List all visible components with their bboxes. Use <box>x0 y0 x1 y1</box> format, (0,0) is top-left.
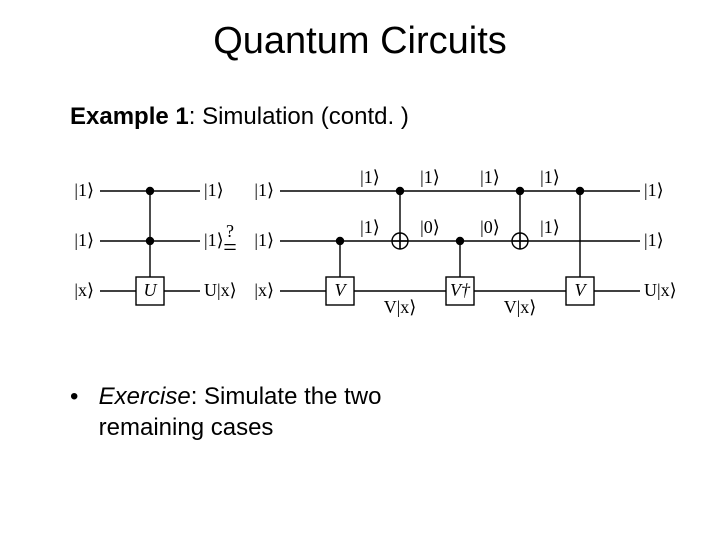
example-heading: Example 1: Simulation (contd. ) <box>70 103 720 131</box>
svg-text:U: U <box>144 280 158 300</box>
page-title: Quantum Circuits <box>0 20 720 63</box>
svg-text:|1⟩: |1⟩ <box>74 180 94 200</box>
svg-text:|1⟩: |1⟩ <box>480 167 500 187</box>
svg-text:|1⟩: |1⟩ <box>540 167 560 187</box>
svg-text:|0⟩: |0⟩ <box>480 217 500 237</box>
svg-text:|1⟩: |1⟩ <box>360 167 380 187</box>
example-rest: : Simulation (contd. ) <box>189 103 409 130</box>
svg-text:V|x⟩: V|x⟩ <box>384 297 417 317</box>
svg-text:|1⟩: |1⟩ <box>254 230 274 250</box>
svg-text:V†: V† <box>450 280 471 300</box>
exercise-text: • Exercise: Simulate the two remaining c… <box>70 381 720 443</box>
svg-text:|x⟩: |x⟩ <box>74 280 94 300</box>
svg-text:|1⟩: |1⟩ <box>204 180 224 200</box>
svg-text:|1⟩: |1⟩ <box>204 230 224 250</box>
bullet-spacer <box>70 412 92 443</box>
svg-text:U|x⟩: U|x⟩ <box>204 280 237 300</box>
bullet-icon: • <box>70 381 92 412</box>
svg-text:V|x⟩: V|x⟩ <box>504 297 537 317</box>
example-number: Example 1 <box>70 103 189 130</box>
exercise-label: Exercise <box>99 383 191 410</box>
svg-text:|x⟩: |x⟩ <box>254 280 274 300</box>
svg-text:U|x⟩: U|x⟩ <box>644 280 677 300</box>
svg-text:|1⟩: |1⟩ <box>74 230 94 250</box>
svg-text:|0⟩: |0⟩ <box>420 217 440 237</box>
svg-text:|1⟩: |1⟩ <box>420 167 440 187</box>
svg-text:|1⟩: |1⟩ <box>540 217 560 237</box>
svg-text:|1⟩: |1⟩ <box>360 217 380 237</box>
exercise-rest1: : Simulate the two <box>191 383 382 410</box>
svg-text:=: = <box>223 235 237 261</box>
svg-text:|1⟩: |1⟩ <box>254 180 274 200</box>
svg-text:|1⟩: |1⟩ <box>644 230 664 250</box>
exercise-rest2: remaining cases <box>99 414 274 441</box>
svg-text:|1⟩: |1⟩ <box>644 180 664 200</box>
circuit-diagram: U|1⟩|1⟩|x⟩|1⟩|1⟩U|x⟩?=VV†V|1⟩|1⟩|x⟩|1⟩|1… <box>0 161 720 331</box>
